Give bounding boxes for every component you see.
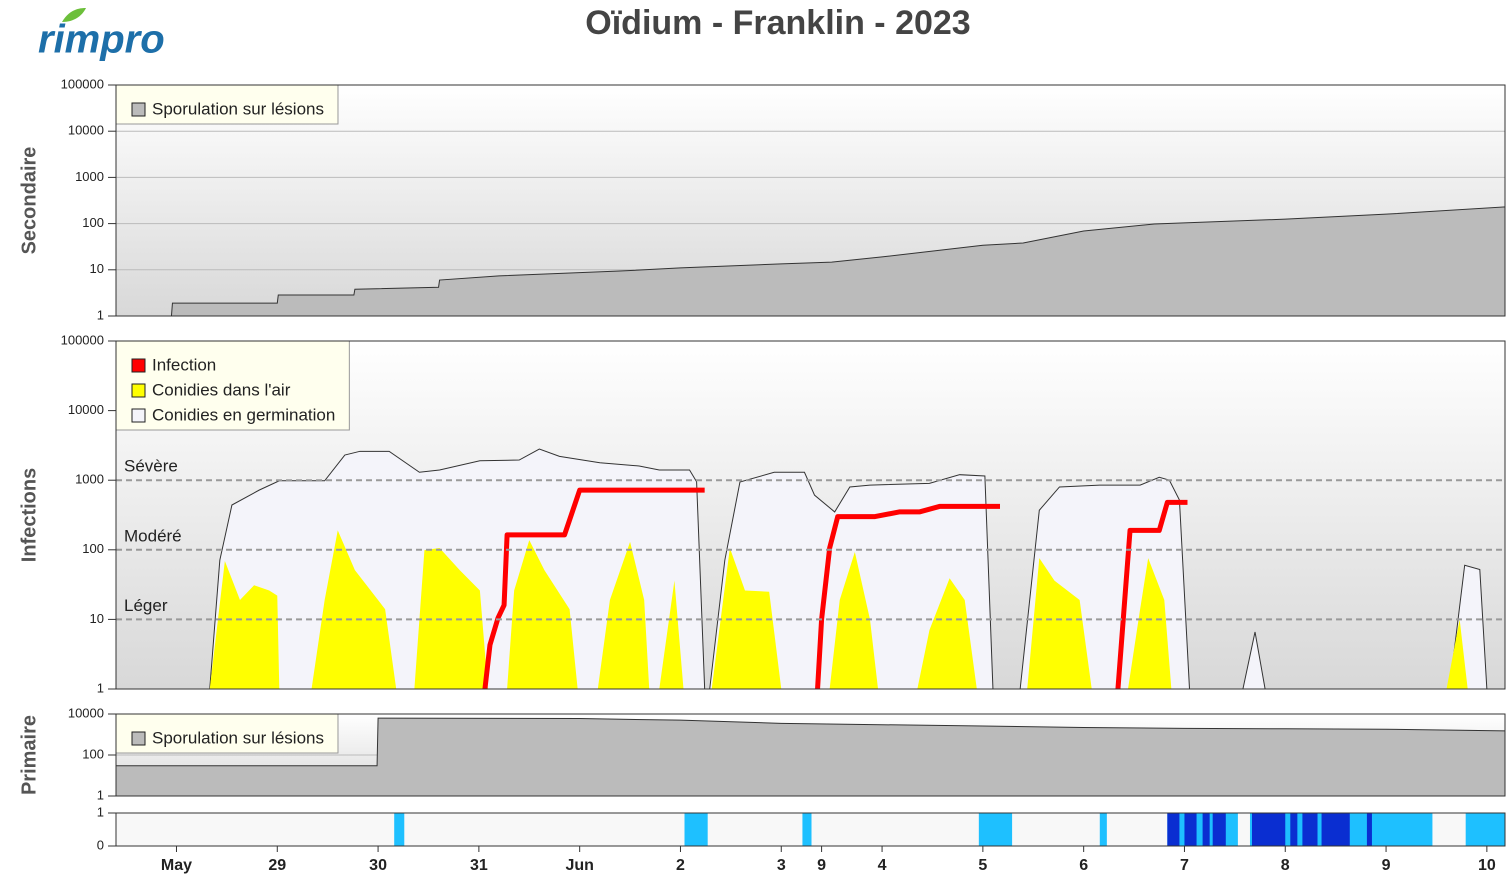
y-tick-label: 1	[97, 307, 104, 322]
y-tick-label: 1000	[75, 472, 104, 487]
y-tick-label: 100	[82, 541, 104, 556]
x-tick-label: 5	[978, 857, 987, 874]
y-tick-label: 10000	[68, 705, 104, 720]
x-tick-label: 30	[369, 857, 387, 874]
y-tick-label: 10	[90, 261, 104, 276]
legend-label: Infection	[152, 355, 216, 374]
x-tick-label: 10	[1478, 857, 1496, 874]
bar	[1366, 813, 1372, 846]
y-tick-label: 100000	[61, 332, 104, 347]
bar	[1184, 813, 1197, 846]
series-area	[170, 206, 1506, 317]
x-tick-label: Jun	[565, 857, 593, 874]
x-tick-label: 31	[470, 857, 488, 874]
x-tick-label: 29	[268, 857, 286, 874]
bar	[978, 813, 1013, 846]
plot-frame	[115, 713, 1506, 797]
series-area	[209, 530, 1468, 689]
y-tick-label: 10000	[68, 402, 104, 417]
x-tick-label: 9	[817, 857, 826, 874]
bar	[684, 813, 708, 846]
x-tick-label: 9	[1382, 857, 1391, 874]
legend	[115, 713, 339, 754]
plot-frame	[115, 84, 1506, 317]
threshold-label: Sévère	[124, 457, 178, 476]
logo-leaf	[62, 8, 86, 22]
legend-swatch	[131, 408, 146, 423]
bar	[1167, 813, 1180, 846]
legend	[115, 84, 339, 125]
legend-label: Conidies dans l'air	[152, 380, 291, 399]
y-axis-title: Primaire	[18, 715, 40, 795]
series-area	[115, 717, 1506, 797]
legend-swatch	[131, 358, 146, 373]
y-axis-title: Secondaire	[18, 147, 40, 255]
y-tick-label: 10	[90, 611, 104, 626]
legend-swatch	[131, 383, 146, 398]
y-tick-label: 1	[97, 680, 104, 695]
logo: rimpro	[38, 18, 165, 62]
y-axis-title: Infections	[18, 468, 40, 562]
bar	[1465, 813, 1505, 846]
x-tick-label: 2	[676, 857, 685, 874]
series-line	[482, 487, 1188, 690]
threshold-label: Léger	[124, 596, 168, 615]
bar	[1212, 813, 1226, 846]
bar	[1290, 813, 1298, 846]
bar	[1302, 813, 1318, 846]
y-tick-label: 0	[97, 837, 104, 852]
x-tick-label: 7	[1180, 857, 1189, 874]
legend-swatch	[131, 102, 146, 117]
bar	[1202, 813, 1210, 846]
x-tick-label: 4	[878, 857, 887, 874]
bar	[1099, 813, 1107, 846]
legend-label: Conidies en germination	[152, 405, 335, 424]
x-tick-label: May	[161, 857, 192, 874]
y-tick-label: 1000	[75, 169, 104, 184]
y-tick-label: 10000	[68, 123, 104, 138]
y-tick-label: 100	[82, 746, 104, 761]
legend-swatch	[131, 731, 146, 746]
legend-label: Sporulation sur lésions	[152, 99, 324, 118]
bar	[1321, 813, 1350, 846]
y-tick-label: 100	[82, 215, 104, 230]
plot-frame	[115, 340, 1506, 690]
x-tick-label: 8	[1281, 857, 1290, 874]
chart-title: Oïdium - Franklin - 2023	[585, 4, 970, 42]
legend	[115, 340, 350, 431]
bar	[802, 813, 812, 846]
bar	[1251, 813, 1286, 846]
plot-frame	[115, 812, 1506, 847]
y-tick-label: 1	[97, 787, 104, 802]
threshold-label: Modéré	[124, 526, 182, 545]
legend-label: Sporulation sur lésions	[152, 728, 324, 747]
y-tick-label: 100000	[61, 76, 104, 91]
x-tick-label: 3	[777, 857, 786, 874]
x-tick-label: 6	[1079, 857, 1088, 874]
y-tick-label: 1	[97, 804, 104, 819]
bar	[394, 813, 405, 846]
